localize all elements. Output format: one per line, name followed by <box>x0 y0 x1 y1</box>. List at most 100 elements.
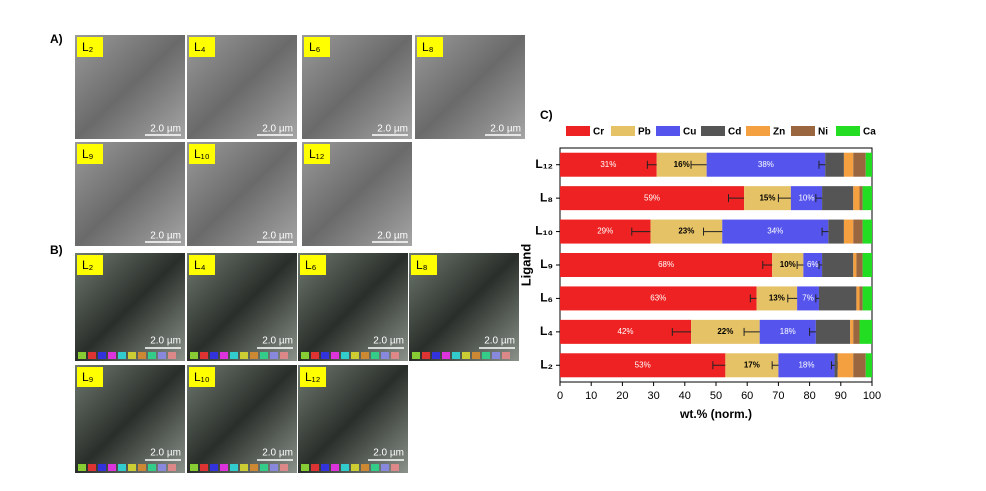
scale-label: 2.0 µm <box>373 336 404 347</box>
bar-segment <box>853 253 857 277</box>
bar-segment <box>853 319 860 344</box>
label-box <box>77 367 103 387</box>
legend-label: Pb <box>638 127 651 138</box>
element-icon <box>371 352 379 359</box>
element-icon <box>361 464 369 471</box>
bar-segment <box>850 319 854 344</box>
value-label: 18% <box>780 327 796 336</box>
element-icon <box>462 352 470 359</box>
scale-label: 2.0 µm <box>490 124 521 135</box>
bar-segment <box>722 219 829 244</box>
element-icon <box>432 352 440 359</box>
element-icon <box>148 464 156 471</box>
element-icon <box>158 464 166 471</box>
value-label: 10% <box>780 260 796 269</box>
element-icon <box>158 352 166 359</box>
element-icon <box>190 352 198 359</box>
bar-segment <box>825 152 844 177</box>
label-box <box>189 367 215 387</box>
bar-segment <box>822 253 854 277</box>
bar-segment <box>797 286 819 311</box>
element-icon <box>311 464 319 471</box>
image-label: L₁₂ <box>309 147 325 161</box>
scale-label: 2.0 µm <box>150 336 181 347</box>
element-icon <box>230 352 238 359</box>
image-label: L₁₂ <box>305 370 321 384</box>
element-icon <box>98 352 106 359</box>
bar-segment <box>865 152 872 177</box>
element-icon <box>311 352 319 359</box>
x-tick-label: 30 <box>647 390 659 402</box>
element-icon <box>280 464 288 471</box>
element-icon <box>88 464 96 471</box>
image-label: L₈ <box>416 258 428 272</box>
scale-label: 2.0 µm <box>262 336 293 347</box>
element-icon <box>190 464 198 471</box>
element-icon <box>492 352 500 359</box>
element-icon <box>108 352 116 359</box>
x-tick-label: 40 <box>679 390 691 402</box>
element-icon <box>128 464 136 471</box>
x-axis-title: wt.% (norm.) <box>679 407 752 421</box>
image-label: L₆ <box>305 258 317 272</box>
legend-label: Ni <box>818 127 828 138</box>
element-icon <box>108 464 116 471</box>
bar-segment <box>803 253 823 277</box>
element-icon <box>148 352 156 359</box>
scale-label: 2.0 µm <box>150 231 181 242</box>
bar-segment <box>853 152 866 177</box>
value-label: 10% <box>798 193 814 202</box>
image-label: L₂ <box>82 258 94 272</box>
bar-segment <box>843 152 854 177</box>
legend-label: Cd <box>728 127 741 138</box>
image-label: L₄ <box>194 40 206 54</box>
legend-label: Cu <box>683 127 696 138</box>
legend-label: Zn <box>773 127 785 138</box>
bar-segment <box>862 286 872 311</box>
x-tick-label: 80 <box>803 390 815 402</box>
scale-label: 2.0 µm <box>150 124 181 135</box>
label-box <box>77 37 103 57</box>
value-label: 18% <box>798 360 814 369</box>
element-icon <box>331 464 339 471</box>
panel-label: B) <box>50 243 63 257</box>
bar-segment <box>706 152 826 177</box>
element-icon <box>412 352 420 359</box>
image-label: L₂ <box>82 40 94 54</box>
x-tick-label: 50 <box>710 390 722 402</box>
scale-label: 2.0 µm <box>373 448 404 459</box>
value-label: 42% <box>618 327 634 336</box>
x-tick-label: 0 <box>557 390 563 402</box>
scale-label: 2.0 µm <box>262 231 293 242</box>
value-label: 29% <box>597 227 613 236</box>
element-icon <box>502 352 510 359</box>
label-box <box>411 255 437 275</box>
legend-swatch <box>791 126 815 136</box>
bar-segment <box>853 353 866 378</box>
element-icon <box>381 464 389 471</box>
bar-segment <box>853 219 863 244</box>
legend-swatch <box>656 126 680 136</box>
element-icon <box>210 464 218 471</box>
bar-segment <box>560 319 692 344</box>
element-icon <box>351 352 359 359</box>
bar-segment <box>778 353 835 378</box>
element-icon <box>391 464 399 471</box>
element-icon <box>260 464 268 471</box>
element-icon <box>422 352 430 359</box>
scale-label: 2.0 µm <box>377 231 408 242</box>
element-icon <box>391 352 399 359</box>
element-icon <box>250 464 258 471</box>
bar-segment <box>822 186 854 211</box>
scale-label: 2.0 µm <box>150 448 181 459</box>
element-icon <box>168 352 176 359</box>
element-icon <box>341 464 349 471</box>
x-tick-label: 90 <box>835 390 847 402</box>
element-icon <box>351 464 359 471</box>
element-icon <box>210 352 218 359</box>
value-label: 68% <box>658 260 674 269</box>
bar-segment <box>725 353 779 378</box>
element-icon <box>220 352 228 359</box>
element-icon <box>280 352 288 359</box>
element-icon <box>270 464 278 471</box>
